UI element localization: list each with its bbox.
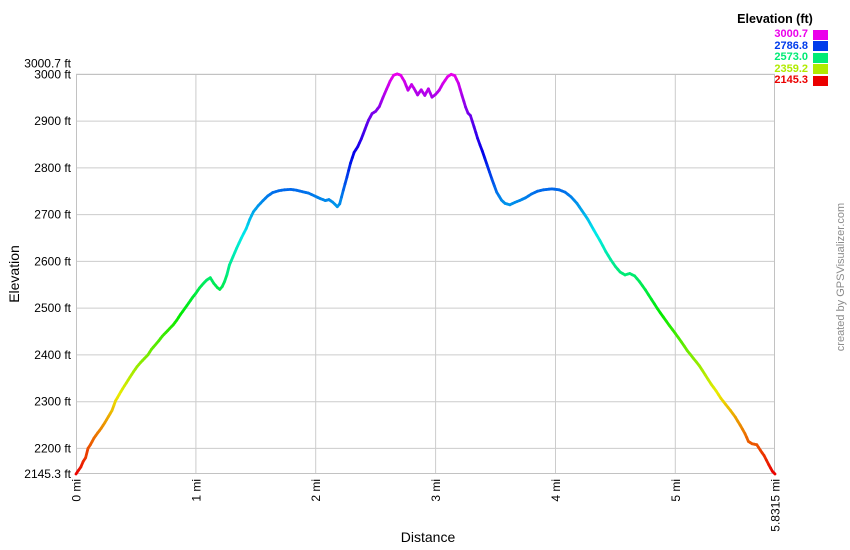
- y-tick-label: 2600 ft: [34, 254, 71, 268]
- legend-entry: 2145.3: [722, 75, 828, 87]
- legend-entry: 3000.7: [722, 29, 828, 41]
- legend-entry-value: 2786.8: [774, 39, 808, 52]
- y-tick-label: 2400 ft: [34, 348, 71, 362]
- plot-frame: [76, 74, 775, 474]
- legend: Elevation (ft) 3000.7 2786.8 2573.0 2359.2 2…: [722, 12, 828, 87]
- y-tick-label: 2200 ft: [34, 441, 71, 455]
- legend-entry-value: 2145.3: [774, 74, 808, 87]
- y-tick-label: 2800 ft: [34, 161, 71, 175]
- x-tick-label: 4 mi: [549, 479, 563, 502]
- legend-entry: 2573.0: [722, 52, 828, 64]
- legend-entry-value: 2359.2: [774, 62, 808, 75]
- legend-color-swatch: [813, 29, 828, 40]
- legend-color-swatch: [813, 41, 828, 52]
- x-axis-title: Distance: [400, 529, 456, 545]
- y-tick-label: 2700 ft: [34, 208, 71, 222]
- x-tick-label: 0 mi: [70, 479, 84, 502]
- legend-color-swatch: [813, 75, 828, 86]
- gridlines: [76, 73, 775, 474]
- x-axis-tick-labels: 0 mi 1 mi 2 mi 3 mi 4 mi 5 mi 5.8315 mi: [70, 479, 783, 532]
- legend-title: Elevation (ft): [737, 12, 813, 26]
- legend-entry-value: 2573.0: [774, 51, 808, 64]
- legend-rows: 3000.7 2786.8 2573.0 2359.2 2145.3: [722, 29, 828, 87]
- y-axis-title: Elevation: [6, 245, 22, 303]
- y-tick-label: 2500 ft: [34, 301, 71, 315]
- y-tick-label: 3000 ft: [34, 67, 71, 81]
- y-tick-label: 3000.7 ft: [24, 56, 71, 70]
- legend-entry-value: 3000.7: [774, 28, 808, 41]
- legend-entry: 2359.2: [722, 62, 828, 76]
- x-tick-label: 1 mi: [189, 479, 203, 502]
- y-tick-label: 2145.3 ft: [24, 467, 71, 481]
- x-tick-label: 5 mi: [669, 479, 683, 502]
- legend-color-swatch: [813, 52, 828, 63]
- watermark-credit: created by GPSVisualizer.com: [835, 202, 847, 352]
- profile-segment: [771, 469, 777, 476]
- x-tick-label: 2 mi: [309, 479, 323, 502]
- x-tick-label: 5.8315 mi: [769, 479, 783, 532]
- profile-segment: [225, 263, 231, 276]
- legend-color-swatch: [813, 64, 828, 75]
- profile-segment: [84, 446, 90, 460]
- legend-entry: 2786.8: [722, 39, 828, 53]
- y-tick-label: 2300 ft: [34, 395, 71, 409]
- elevation-profile-line: [74, 72, 777, 476]
- x-tick-label: 3 mi: [429, 479, 443, 502]
- y-tick-label: 2900 ft: [34, 114, 71, 128]
